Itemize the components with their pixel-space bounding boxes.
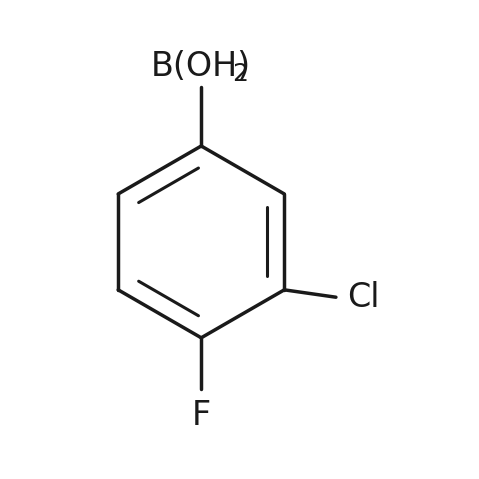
- Text: B(OH): B(OH): [151, 49, 251, 82]
- Text: Cl: Cl: [347, 281, 379, 314]
- Text: 2: 2: [232, 61, 248, 86]
- Text: F: F: [192, 399, 211, 432]
